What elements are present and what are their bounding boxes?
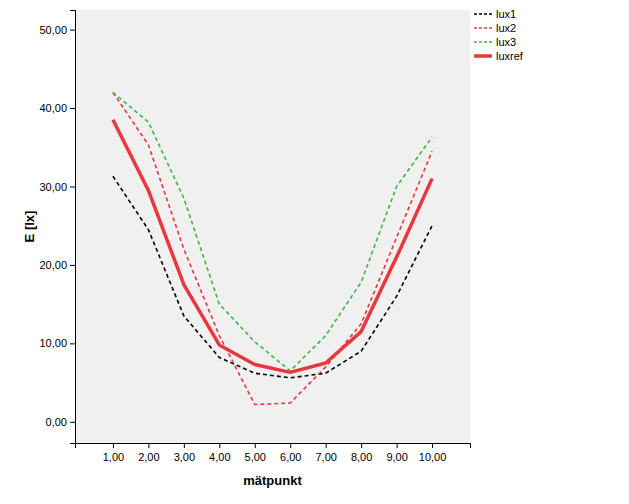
x-tick-mark: [113, 443, 114, 448]
y-tick: 0,00: [46, 416, 75, 428]
y-tick-mark: [70, 30, 75, 31]
legend-label: lux3: [496, 36, 516, 48]
series-line: [113, 176, 432, 378]
legend-swatch: [474, 54, 492, 58]
x-tick-label: 2,00: [138, 451, 159, 463]
x-axis: 1,00 2,00 3,00 4,00 5,00 6,00 7,00 8,00 9,00 10,0…: [76, 443, 471, 463]
y-tick: 50,00: [39, 24, 75, 36]
legend-item: luxref: [474, 50, 524, 62]
legend-item: lux3: [474, 36, 516, 48]
x-tick-label: 1,00: [103, 451, 124, 463]
chart: 0,00 10,00 20,00 30,00 40,00 50,00 1,00 2,00 3,0…: [0, 0, 629, 504]
legend-label: lux2: [496, 22, 516, 34]
y-tick: 40,00: [39, 102, 75, 114]
x-tick: 9,00: [386, 443, 407, 463]
y-tick-label: 40,00: [39, 102, 67, 114]
y-tick-mark: [70, 108, 75, 109]
plot-background: [75, 10, 470, 443]
legend-swatch: [474, 13, 492, 15]
x-tick-label: 9,00: [386, 451, 407, 463]
legend-item: lux2: [474, 22, 516, 34]
x-tick: 1,00: [103, 443, 124, 463]
x-tick-label: 6,00: [280, 451, 301, 463]
x-tick-mark: [219, 443, 220, 448]
x-tick-mark: [184, 443, 185, 448]
legend-swatch: [474, 41, 492, 43]
series-line: [113, 92, 432, 370]
x-tick-label: 4,00: [209, 451, 230, 463]
y-tick-label: 30,00: [39, 181, 67, 193]
y-tick-label: 10,00: [39, 337, 67, 349]
y-tick-label: 0,00: [46, 416, 67, 428]
x-tick-mark: [326, 443, 327, 448]
x-tick-label: 3,00: [174, 451, 195, 463]
legend: lux1 lux2 lux3 luxref: [474, 8, 524, 62]
x-tick-label: 8,00: [351, 451, 372, 463]
x-tick-mark: [432, 443, 433, 448]
x-tick: 5,00: [245, 443, 266, 463]
x-axis-title: mätpunkt: [243, 473, 302, 488]
y-tick: 30,00: [39, 181, 75, 193]
y-tick-label: 20,00: [39, 259, 67, 271]
legend-label: luxref: [496, 50, 524, 62]
y-tick-mark: [70, 186, 75, 187]
series-line: [113, 92, 432, 404]
x-axis-line: [76, 444, 471, 449]
x-tick-mark: [148, 443, 149, 448]
y-tick-label: 50,00: [39, 24, 67, 36]
x-tick-label: 5,00: [245, 451, 266, 463]
x-tick-label: 7,00: [315, 451, 336, 463]
y-axis-line: [70, 11, 76, 444]
x-tick-mark: [255, 443, 256, 448]
y-tick: 20,00: [39, 259, 75, 271]
x-tick-mark: [397, 443, 398, 448]
x-tick: 2,00: [138, 443, 159, 463]
y-axis: 0,00 10,00 20,00 30,00 40,00 50,00: [39, 11, 75, 444]
x-tick-label: 10,00: [419, 451, 447, 463]
y-axis-title: E [lx]: [22, 211, 37, 243]
x-tick: 6,00: [280, 443, 301, 463]
series-line: [113, 120, 432, 373]
y-tick-mark: [70, 343, 75, 344]
x-tick: 3,00: [174, 443, 195, 463]
x-tick: 10,00: [419, 443, 447, 463]
legend-swatch: [474, 27, 492, 29]
legend-label: lux1: [496, 8, 516, 20]
x-tick: 8,00: [351, 443, 372, 463]
x-tick: 7,00: [315, 443, 336, 463]
x-tick: 4,00: [209, 443, 230, 463]
y-tick-mark: [70, 265, 75, 266]
lines: [113, 92, 432, 404]
x-tick-mark: [290, 443, 291, 448]
y-tick: 10,00: [39, 337, 75, 349]
x-tick-mark: [361, 443, 362, 448]
y-tick-mark: [70, 422, 75, 423]
legend-item: lux1: [474, 8, 516, 20]
